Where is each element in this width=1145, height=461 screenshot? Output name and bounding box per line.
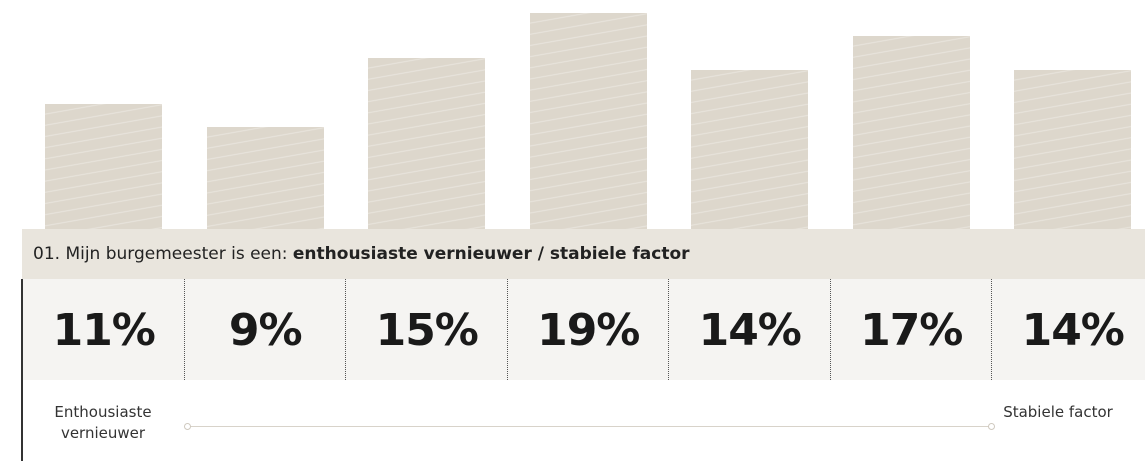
value-label: 14% (1021, 305, 1125, 356)
value-label: 9% (228, 305, 303, 356)
scale-line (187, 426, 992, 427)
scale-label-left: Enthousiaste vernieuwer (54, 403, 152, 442)
left-rule (21, 279, 23, 461)
value-label: 11% (52, 305, 156, 356)
column-separator (183, 279, 185, 380)
value-label: 19% (537, 305, 640, 356)
column-separator (668, 279, 669, 380)
column-separator (991, 279, 992, 380)
column-separator (345, 279, 346, 380)
question-text: 01. Mijn burgemeester is een: (33, 244, 288, 264)
bar (852, 35, 970, 229)
bar (206, 126, 324, 229)
scale-label-right: Stabiele factor (1003, 403, 1113, 421)
bar (691, 69, 809, 229)
bar (529, 13, 647, 229)
bar (1014, 69, 1132, 229)
question-band (22, 229, 1145, 279)
value-label: 17% (860, 305, 963, 356)
question: 01. Mijn burgemeester is een: enthousias… (33, 244, 690, 264)
bar (45, 103, 163, 229)
question-emphasis: enthousiaste vernieuwer / stabiele facto… (292, 244, 690, 264)
value-label: 14% (698, 305, 802, 356)
scale-end (184, 423, 191, 430)
value-label: 15% (375, 305, 479, 356)
column-separator (506, 279, 508, 380)
value-row (22, 279, 1145, 380)
column-separator (829, 279, 831, 380)
bar (368, 58, 486, 229)
scale-end (988, 423, 995, 430)
